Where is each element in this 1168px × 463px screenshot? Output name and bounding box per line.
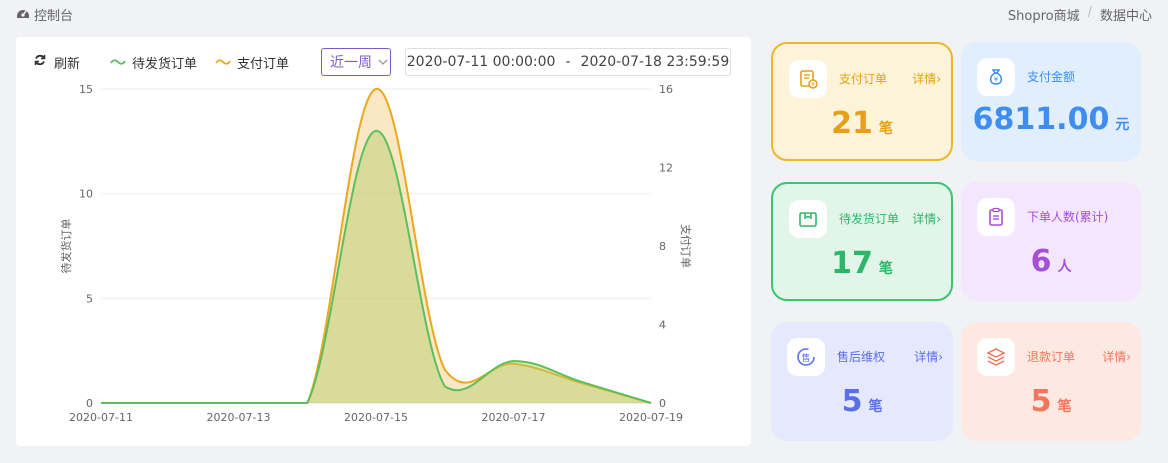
breadcrumb-data-center: 数据中心 <box>1099 9 1152 24</box>
legend-pending-ship[interactable]: 待发货订单 <box>110 53 197 72</box>
card-value: 21 笔 <box>773 106 951 141</box>
refresh-icon <box>34 54 46 70</box>
card-number: 6811.00 <box>972 102 1110 137</box>
card-label: 待发货订单 <box>839 212 900 226</box>
y-left-axis-title: 待发货订单 <box>59 219 73 274</box>
y-right-tick-label: 8 <box>659 240 666 253</box>
breadcrumb-shop[interactable]: Shopro商城 <box>1007 9 1080 24</box>
card-unit: 笔 <box>1057 399 1072 415</box>
y-left-tick-label: 0 <box>86 397 93 410</box>
y-right-tick-label: 0 <box>659 397 666 410</box>
card-unit: 笔 <box>868 399 883 415</box>
date-start: 2020-07-11 00:00:00 <box>406 54 556 70</box>
layers-icon <box>977 338 1015 376</box>
card-label: 退款订单 <box>1027 350 1076 364</box>
console-breadcrumb[interactable]: 控制台 <box>16 5 73 24</box>
series-area-0 <box>101 130 651 403</box>
series-line-0 <box>101 129 652 405</box>
breadcrumb: Shopro商城 / 数据中心 <box>1008 5 1152 24</box>
card-unit: 元 <box>1115 117 1130 133</box>
y-right-tick-label: 16 <box>659 83 673 96</box>
y-left-tick-label: 15 <box>79 83 93 96</box>
card-number: 5 <box>1030 384 1052 419</box>
console-label: 控制台 <box>34 9 74 24</box>
card-label: 下单人数(累计) <box>1027 210 1109 224</box>
date-separator: - <box>565 54 571 70</box>
y-left-tick-label: 5 <box>86 292 93 305</box>
date-range-picker[interactable]: 2020-07-11 00:00:00 - 2020-07-18 23:59:5… <box>405 48 731 76</box>
date-end: 2020-07-18 23:59:59 <box>580 54 730 70</box>
chart-toolbar: 刷新 待发货订单 支付订单 <box>34 49 289 75</box>
refresh-label: 刷新 <box>54 56 81 72</box>
card-unit: 人 <box>1057 259 1072 275</box>
card-unit: 笔 <box>878 261 893 277</box>
svg-text:¥: ¥ <box>811 82 815 89</box>
range-select-value: 近一周 <box>330 55 372 71</box>
y-right-tick-label: 12 <box>659 162 673 175</box>
card-label: 售后维权 <box>837 350 886 364</box>
legend-pay-orders[interactable]: 支付订单 <box>215 53 289 72</box>
card-value: 6811.00 元 <box>961 102 1141 137</box>
pending-ship-detail-link[interactable]: 详情› <box>912 212 941 226</box>
card-label: 支付订单 <box>839 72 888 86</box>
svg-text:售: 售 <box>801 352 810 364</box>
legend-label: 待发货订单 <box>132 56 198 72</box>
card-number: 17 <box>831 246 873 281</box>
legend-label: 支付订单 <box>237 56 290 72</box>
card-number: 21 <box>831 106 873 141</box>
x-tick-label: 2020-07-19 <box>619 411 683 424</box>
pay-orders-detail-link[interactable]: 详情› <box>912 72 941 86</box>
legend-line-icon <box>215 59 231 65</box>
y-left-tick-label: 10 <box>79 188 93 201</box>
receipt-icon: ¥ <box>789 60 827 98</box>
pay-amount-card: ¥ 支付金额 6811.00 元 <box>961 42 1141 161</box>
chart-card: 0 5 10 15 0 4 8 12 16 2020-07-11 2020-07-13 2020-07… <box>16 37 751 446</box>
pending-ship-card[interactable]: 待发货订单 详情› 17 笔 <box>771 182 953 301</box>
range-select[interactable]: 近一周 <box>321 48 391 76</box>
money-bag-icon: ¥ <box>977 58 1015 96</box>
y-right-axis-title: 支付订单 <box>679 224 692 268</box>
x-tick-label: 2020-07-17 <box>482 411 546 424</box>
x-tick-label: 2020-07-13 <box>207 411 271 424</box>
card-number: 6 <box>1030 244 1052 279</box>
breadcrumb-separator: / <box>1087 5 1092 20</box>
x-tick-label: 2020-07-15 <box>344 411 408 424</box>
y-right-tick-label: 4 <box>659 319 666 332</box>
card-label: 支付金额 <box>1027 70 1076 84</box>
dashboard-icon <box>16 6 30 24</box>
package-icon <box>789 200 827 238</box>
x-tick-label: 2020-07-11 <box>69 411 133 424</box>
refund-detail-link[interactable]: 详情› <box>1102 350 1131 364</box>
pay-orders-card[interactable]: ¥ 支付订单 详情› 21 笔 <box>771 42 953 161</box>
legend-line-icon <box>110 59 126 65</box>
top-bar: 控制台 Shopro商城 / 数据中心 <box>0 0 1168 28</box>
series-area-1 <box>101 88 651 404</box>
svg-text:¥: ¥ <box>994 76 999 84</box>
order-trend-chart: 0 5 10 15 0 4 8 12 16 2020-07-11 2020-07-13 2020-07… <box>59 83 692 424</box>
card-number: 5 <box>841 384 863 419</box>
card-value: 17 笔 <box>773 246 951 281</box>
chevron-down-icon <box>378 54 388 70</box>
card-unit: 笔 <box>878 121 893 137</box>
after-sale-icon: 售 <box>787 338 825 376</box>
refresh-button[interactable]: 刷新 <box>34 53 80 72</box>
clipboard-icon <box>977 198 1015 236</box>
after-sale-detail-link[interactable]: 详情› <box>914 350 943 364</box>
